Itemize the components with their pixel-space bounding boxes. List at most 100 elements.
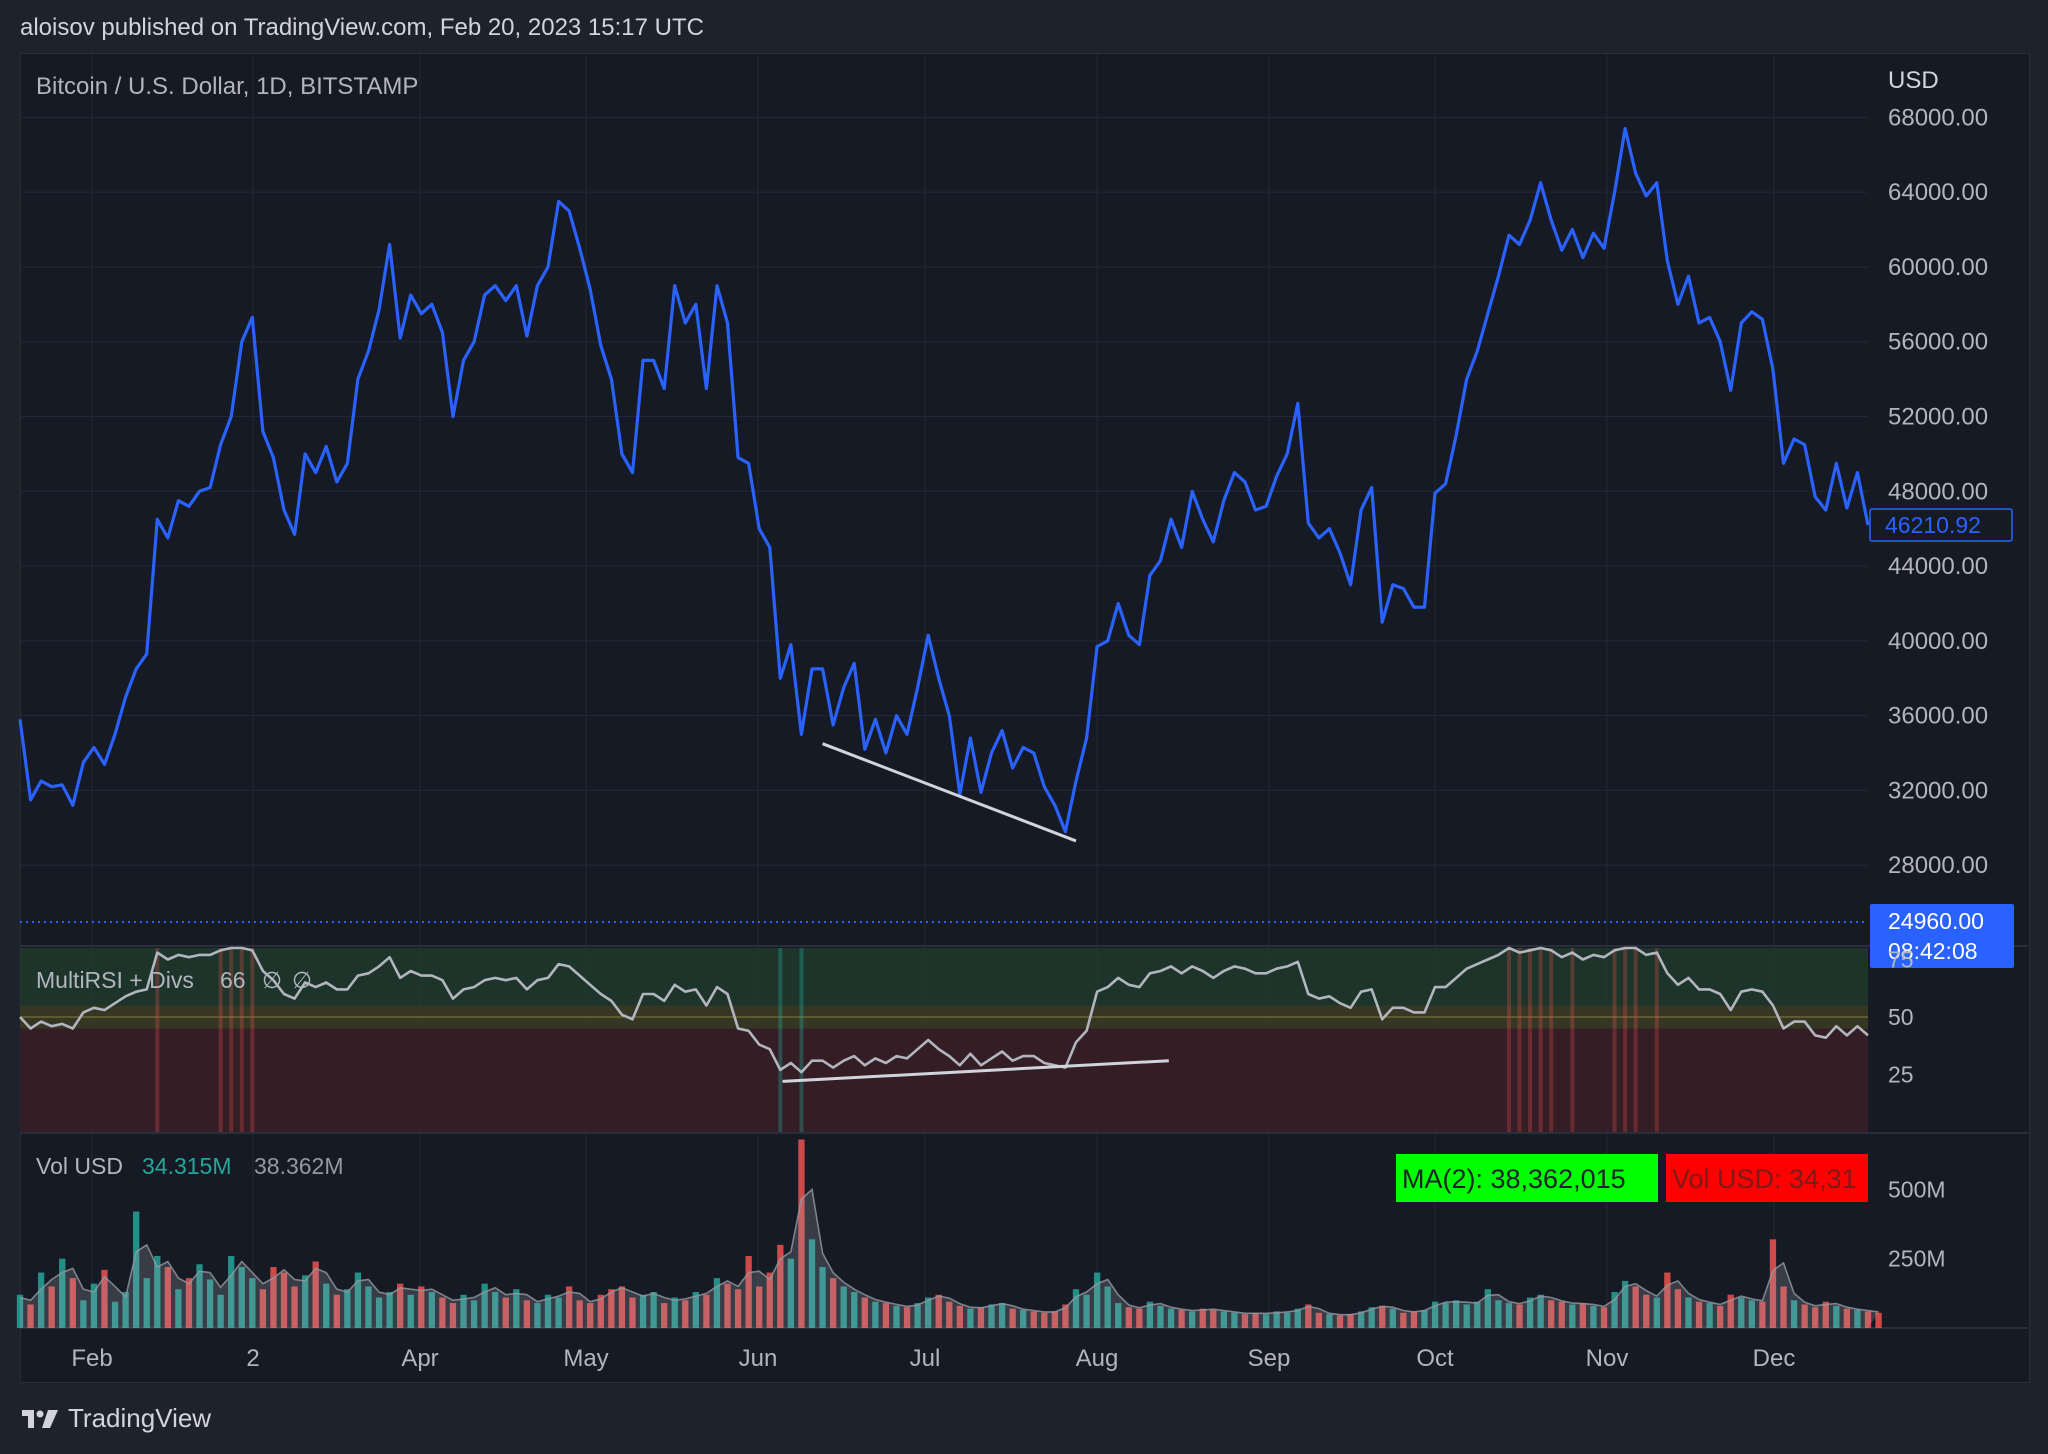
footer-brand[interactable]: TradingView [68, 1403, 212, 1433]
volume-bar[interactable] [1136, 1308, 1143, 1328]
volume-bar[interactable] [481, 1283, 488, 1328]
volume-bar[interactable] [1157, 1305, 1164, 1328]
volume-bar[interactable] [1812, 1307, 1819, 1328]
volume-bar[interactable] [185, 1278, 193, 1328]
volume-bar[interactable] [460, 1294, 467, 1328]
volume-bar[interactable] [1315, 1312, 1323, 1328]
volume-bar[interactable] [618, 1286, 626, 1328]
volume-bar[interactable] [280, 1272, 288, 1328]
volume-bar[interactable] [1474, 1301, 1481, 1328]
volume-bar[interactable] [1231, 1312, 1238, 1328]
volume-bar[interactable] [1643, 1294, 1650, 1328]
volume-bar[interactable] [1294, 1308, 1301, 1328]
volume-ma-line[interactable] [19, 1187, 1879, 1316]
price-series-line[interactable] [18, 127, 1870, 834]
volume-bar[interactable] [576, 1300, 583, 1328]
volume-bar[interactable] [154, 1255, 161, 1328]
volume-bar[interactable] [967, 1308, 974, 1328]
volume-bar[interactable] [1051, 1311, 1059, 1328]
volume-bar[interactable] [766, 1272, 773, 1328]
volume-bar[interactable] [1833, 1305, 1840, 1328]
volume-bar[interactable] [1854, 1309, 1861, 1328]
volume-bar[interactable] [555, 1297, 562, 1328]
volume-bar[interactable] [587, 1303, 594, 1328]
volume-bar[interactable] [724, 1283, 731, 1328]
volume-bar[interactable] [418, 1286, 425, 1328]
volume-bar[interactable] [703, 1294, 710, 1328]
volume-bar[interactable] [1368, 1307, 1375, 1328]
volume-bar[interactable] [745, 1255, 752, 1328]
volume-bar[interactable] [840, 1286, 847, 1328]
volume-bar[interactable] [1167, 1308, 1175, 1328]
volume-bar[interactable] [238, 1267, 245, 1328]
volume-bar[interactable] [428, 1291, 435, 1328]
volume-bar[interactable] [1822, 1301, 1829, 1328]
volume-bar[interactable] [1241, 1314, 1249, 1328]
volume-bar[interactable] [1516, 1304, 1523, 1328]
volume-bar[interactable] [1125, 1307, 1132, 1328]
volume-bar[interactable] [1273, 1311, 1280, 1328]
volume-bar[interactable] [1115, 1303, 1122, 1328]
volume-bar[interactable] [1178, 1309, 1185, 1328]
volume-bar[interactable] [365, 1286, 372, 1328]
volume-bar[interactable] [851, 1291, 858, 1328]
volume-bar[interactable] [1611, 1291, 1618, 1328]
volume-bar[interactable] [1526, 1297, 1534, 1328]
volume-bar[interactable] [407, 1294, 414, 1328]
volume-bar[interactable] [133, 1211, 140, 1328]
volume-bar[interactable] [1674, 1289, 1682, 1328]
volume-bar[interactable] [1093, 1272, 1101, 1328]
volume-bar[interactable] [1463, 1304, 1470, 1328]
volume-bar[interactable] [122, 1291, 129, 1328]
volume-bar[interactable] [671, 1297, 678, 1328]
volume-bar[interactable] [196, 1264, 203, 1328]
rsi-series-line[interactable] [19, 946, 1869, 1074]
volume-bar[interactable] [1442, 1303, 1449, 1328]
volume-bar[interactable] [1621, 1280, 1629, 1328]
volume-bar[interactable] [914, 1303, 921, 1328]
volume-bar[interactable] [492, 1291, 499, 1328]
volume-bar[interactable] [988, 1304, 995, 1328]
volume-bar[interactable] [946, 1301, 953, 1328]
volume-bar[interactable] [534, 1303, 541, 1328]
volume-bar[interactable] [312, 1261, 319, 1328]
volume-bar[interactable] [439, 1297, 446, 1328]
volume-bar[interactable] [1548, 1300, 1555, 1328]
volume-bar[interactable] [1717, 1305, 1724, 1328]
volume-bar[interactable] [1558, 1301, 1565, 1328]
volume-bar[interactable] [1579, 1303, 1587, 1328]
volume-bar[interactable] [1262, 1314, 1270, 1328]
volume-bar[interactable] [1780, 1286, 1787, 1328]
volume-bar[interactable] [1041, 1312, 1048, 1328]
volume-bar[interactable] [270, 1267, 277, 1328]
volume-bar[interactable] [90, 1283, 98, 1328]
volume-bar[interactable] [1189, 1311, 1196, 1328]
volume-bar[interactable] [1738, 1297, 1745, 1328]
volume-bar[interactable] [1769, 1239, 1777, 1328]
volume-bar[interactable] [1790, 1300, 1798, 1328]
volume-bar[interactable] [1864, 1311, 1872, 1328]
rsi-divergence-line[interactable] [782, 1059, 1169, 1083]
volume-bar[interactable] [608, 1289, 615, 1328]
volume-bar[interactable] [37, 1272, 45, 1328]
volume-bar[interactable] [301, 1275, 309, 1328]
volume-bar[interactable] [1875, 1312, 1882, 1328]
volume-bar[interactable] [1505, 1303, 1513, 1328]
volume-bar[interactable] [333, 1294, 340, 1328]
volume-bar[interactable] [893, 1305, 900, 1328]
volume-bar[interactable] [513, 1289, 520, 1328]
volume-bar[interactable] [470, 1300, 478, 1328]
volume-bar[interactable] [386, 1291, 393, 1328]
volume-bar[interactable] [1210, 1309, 1217, 1328]
volume-bar[interactable] [1146, 1301, 1154, 1328]
volume-bar[interactable] [259, 1289, 267, 1328]
volume-bar[interactable] [956, 1305, 963, 1328]
volume-bar[interactable] [143, 1278, 150, 1328]
volume-bar[interactable] [682, 1300, 689, 1328]
volume-bar[interactable] [16, 1294, 24, 1328]
volume-bar[interactable] [323, 1283, 330, 1328]
volume-bar[interactable] [175, 1289, 182, 1328]
volume-bar[interactable] [1569, 1304, 1576, 1328]
volume-bar[interactable] [1590, 1305, 1597, 1328]
volume-bar[interactable] [1389, 1308, 1396, 1328]
